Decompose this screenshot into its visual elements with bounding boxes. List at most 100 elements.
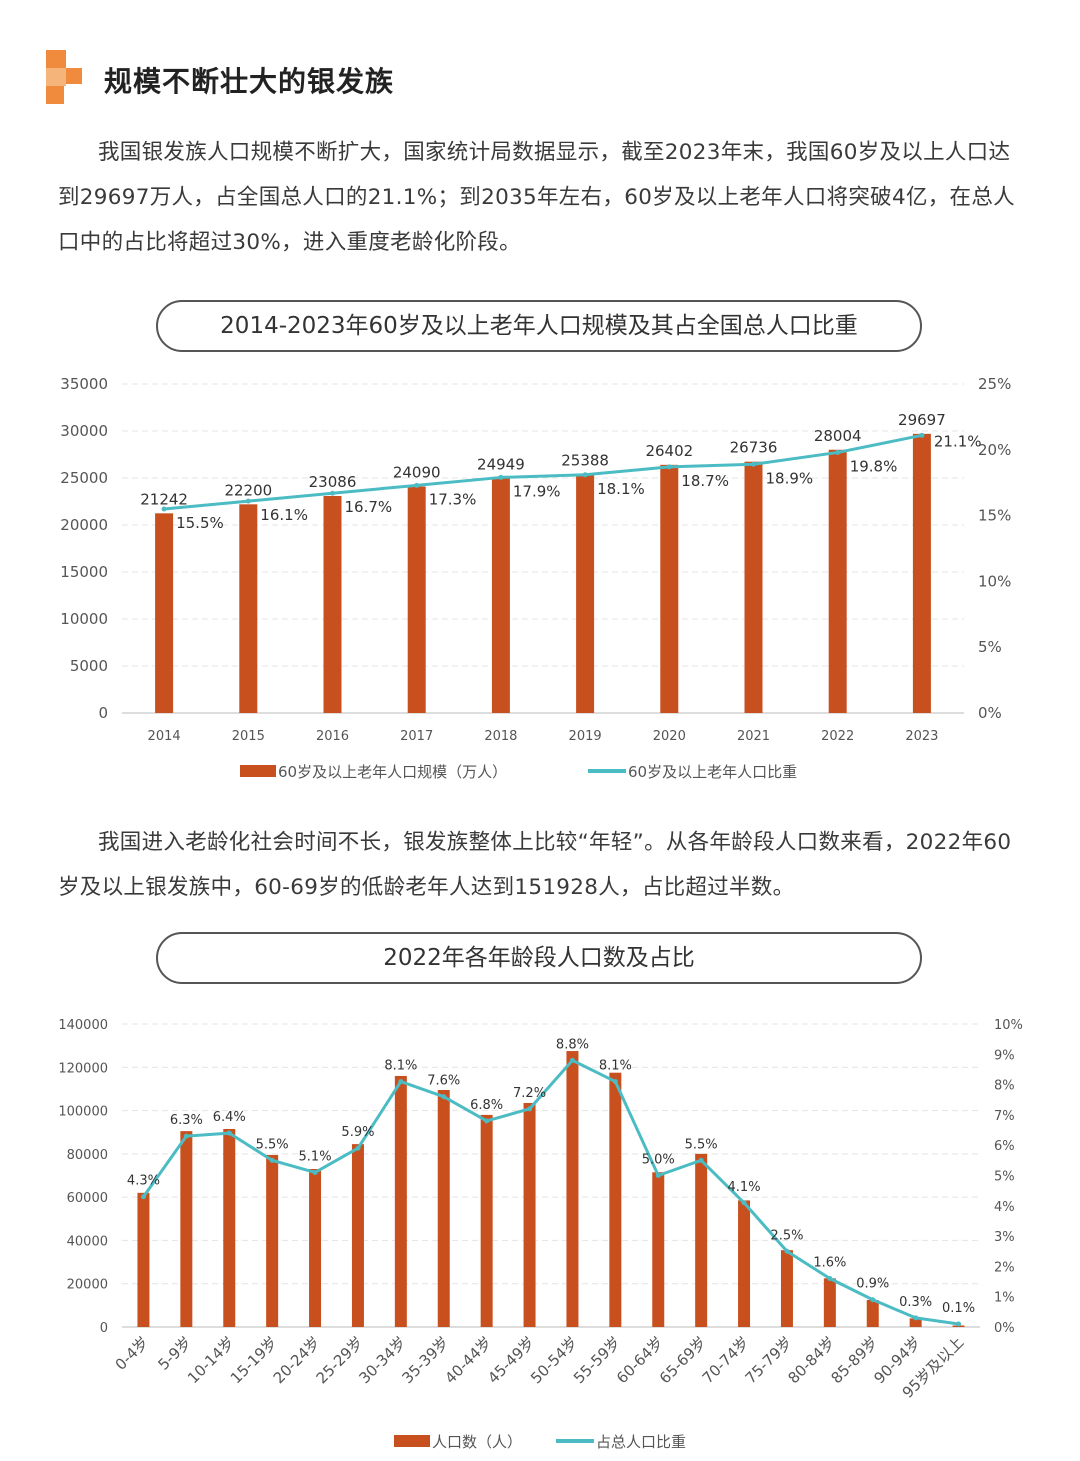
ratio-point: [655, 1173, 661, 1178]
ratio-point: [498, 474, 504, 480]
bar: [823, 1278, 836, 1327]
y-axis-tick: 15000: [60, 563, 108, 581]
bar: [652, 1172, 665, 1327]
bar-value-label: 24090: [393, 464, 441, 482]
chart2-title: 2022年各年龄段人口数及占比: [156, 932, 922, 984]
bar: [351, 1144, 364, 1327]
bar: [137, 1192, 150, 1327]
bar: [744, 461, 763, 713]
ratio-value-label: 17.9%: [513, 482, 561, 500]
x-axis-tick: 10-14岁: [184, 1333, 238, 1387]
bar: [780, 1250, 793, 1327]
chart1-title: 2014-2023年60岁及以上老年人口规模及其占全国总人口比重: [156, 300, 922, 352]
bar: [155, 513, 174, 713]
bar: [566, 1051, 579, 1327]
y-axis-tick: 30000: [60, 422, 108, 440]
y2-axis-tick: 4%: [994, 1200, 1015, 1215]
ratio-point: [484, 1118, 490, 1124]
chart-age-groups: 0 20000 40000 60000 80000 100000 120000 140000 0…: [58, 1018, 1023, 1451]
y2-axis-tick: 6%: [994, 1139, 1015, 1154]
second-paragraph: 我国进入老龄化社会时间不长，银发族整体上比较“年轻”。从各年龄段人口数来看，20…: [58, 830, 1012, 900]
ratio-value-label: 5.9%: [341, 1125, 374, 1140]
ratio-point: [751, 461, 756, 467]
ratio-value-label: 5.5%: [685, 1137, 718, 1152]
ratio-value-label: 5.5%: [256, 1137, 289, 1152]
ratio-line: [163, 433, 923, 511]
bar: [491, 478, 510, 713]
ratio-point: [666, 464, 672, 470]
bar: [394, 1075, 407, 1327]
ratio-value-label: 8.1%: [384, 1059, 417, 1074]
y-axis-tick: 120000: [58, 1061, 108, 1076]
x-axis-tick: 85-89岁: [827, 1333, 881, 1387]
ratio-point: [355, 1145, 361, 1151]
ratio-point: [398, 1079, 404, 1085]
y-axis-tick: 10000: [60, 610, 108, 628]
bar-value-label: 26402: [645, 442, 693, 460]
y2-axis-tick: 15%: [978, 507, 1011, 525]
x-axis-tick: 45-49岁: [484, 1333, 538, 1387]
x-axis-tick: 55-59岁: [570, 1333, 624, 1387]
bar: [609, 1072, 622, 1327]
y-axis-tick: 60000: [67, 1191, 108, 1206]
y2-axis-tick: 20%: [978, 441, 1011, 459]
x-axis-tick: 0-4岁: [112, 1333, 153, 1374]
x-axis-tick: 2019: [569, 729, 602, 744]
ratio-value-label: 6.8%: [470, 1098, 503, 1113]
y2-axis-tick: 10%: [994, 1018, 1023, 1033]
bar-value-label: 26736: [730, 439, 778, 457]
ratio-value-label: 7.2%: [513, 1086, 546, 1101]
ratio-point: [226, 1130, 232, 1136]
intro-paragraph: 我国银发族人口规模不断扩大，国家统计局数据显示，截至2023年末，我国60岁及以…: [58, 140, 1015, 255]
ratio-value-label: 16.7%: [345, 498, 393, 516]
ratio-point: [698, 1157, 704, 1163]
ratio-point: [741, 1200, 747, 1206]
ratio-point: [330, 490, 335, 496]
bar: [695, 1153, 708, 1327]
ratio-value-label: 21.1%: [934, 432, 982, 450]
section-header: 规模不断壮大的银发族: [46, 50, 746, 106]
ratio-value-label: 18.9%: [766, 469, 814, 487]
x-axis-tick: 15-19岁: [227, 1333, 281, 1387]
ratio-point: [612, 1079, 618, 1085]
x-axis-tick: 2014: [148, 729, 181, 744]
bar: [266, 1154, 279, 1327]
ratio-value-label: 8.8%: [556, 1037, 589, 1052]
y2-axis-tick: 10%: [978, 572, 1011, 590]
bar: [480, 1114, 493, 1327]
ratio-value-label: 0.1%: [942, 1301, 975, 1316]
x-axis-tick: 35-39岁: [398, 1333, 452, 1387]
x-axis-tick: 40-44岁: [441, 1333, 495, 1387]
ratio-value-label: 17.3%: [429, 490, 477, 508]
ratio-value-label: 15.5%: [176, 514, 224, 532]
ratio-point: [582, 472, 588, 478]
ratio-point: [441, 1094, 447, 1100]
bar: [866, 1299, 879, 1327]
x-axis-tick: 75-79岁: [742, 1333, 796, 1387]
bar: [323, 495, 342, 713]
ratio-point: [312, 1169, 318, 1175]
x-axis-tick: 2017: [400, 729, 433, 744]
bar: [523, 1102, 536, 1327]
y-axis-tick: 100000: [58, 1105, 108, 1120]
bar: [828, 449, 847, 713]
chart-population-aging: 0 5000 10000 15000 20000 25000 30000 35000 0% 5% 1…: [60, 375, 1011, 781]
y2-axis-tick: 3%: [994, 1230, 1015, 1245]
x-axis-tick: 2023: [905, 729, 938, 744]
y2-axis-tick: 8%: [994, 1079, 1015, 1094]
bar: [738, 1200, 751, 1327]
y2-axis-tick: 0%: [994, 1321, 1015, 1336]
x-axis-tick: 50-54岁: [527, 1333, 581, 1387]
legend-line-label: 占总人口比重: [596, 1433, 686, 1451]
ratio-value-label: 7.6%: [427, 1074, 460, 1089]
x-axis-tick: 30-34岁: [356, 1333, 410, 1387]
ratio-value-label: 5.1%: [299, 1149, 332, 1164]
y-axis-tick: 80000: [67, 1148, 108, 1163]
ratio-point: [161, 506, 167, 512]
ratio-value-label: 4.3%: [127, 1174, 160, 1189]
section-title: 规模不断壮大的银发族: [104, 65, 395, 98]
ratio-point: [919, 432, 925, 438]
y2-axis-tick: 1%: [994, 1291, 1015, 1306]
ratio-point: [870, 1297, 876, 1303]
ratio-point: [835, 449, 841, 455]
